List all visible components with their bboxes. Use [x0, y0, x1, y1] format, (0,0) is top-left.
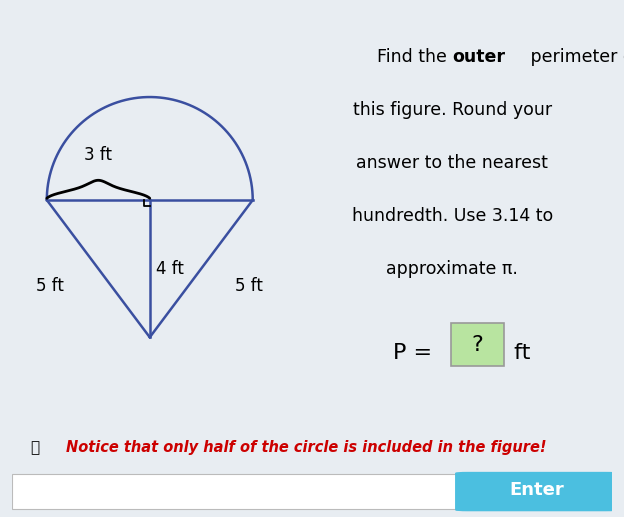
- Text: ft: ft: [507, 343, 530, 363]
- Text: perimeter of: perimeter of: [525, 48, 624, 66]
- Text: ?: ?: [471, 335, 483, 355]
- Text: 💡: 💡: [31, 439, 39, 455]
- Text: P =: P =: [393, 343, 439, 363]
- Text: 5 ft: 5 ft: [36, 277, 64, 295]
- Text: Enter: Enter: [509, 481, 564, 499]
- Text: 4 ft: 4 ft: [156, 260, 184, 278]
- Text: Notice that only half of the circle is included in the figure!: Notice that only half of the circle is i…: [66, 439, 547, 455]
- Text: 5 ft: 5 ft: [235, 277, 263, 295]
- Text: this figure. Round your: this figure. Round your: [353, 101, 552, 119]
- Text: approximate π.: approximate π.: [386, 261, 519, 278]
- Text: hundredth. Use 3.14 to: hundredth. Use 3.14 to: [352, 207, 553, 225]
- Text: 3 ft: 3 ft: [84, 146, 112, 164]
- FancyBboxPatch shape: [456, 473, 618, 511]
- Text: answer to the nearest: answer to the nearest: [356, 154, 548, 172]
- Text: Find the: Find the: [377, 48, 452, 66]
- FancyBboxPatch shape: [451, 323, 504, 367]
- FancyBboxPatch shape: [12, 474, 462, 509]
- Text: outer: outer: [452, 48, 505, 66]
